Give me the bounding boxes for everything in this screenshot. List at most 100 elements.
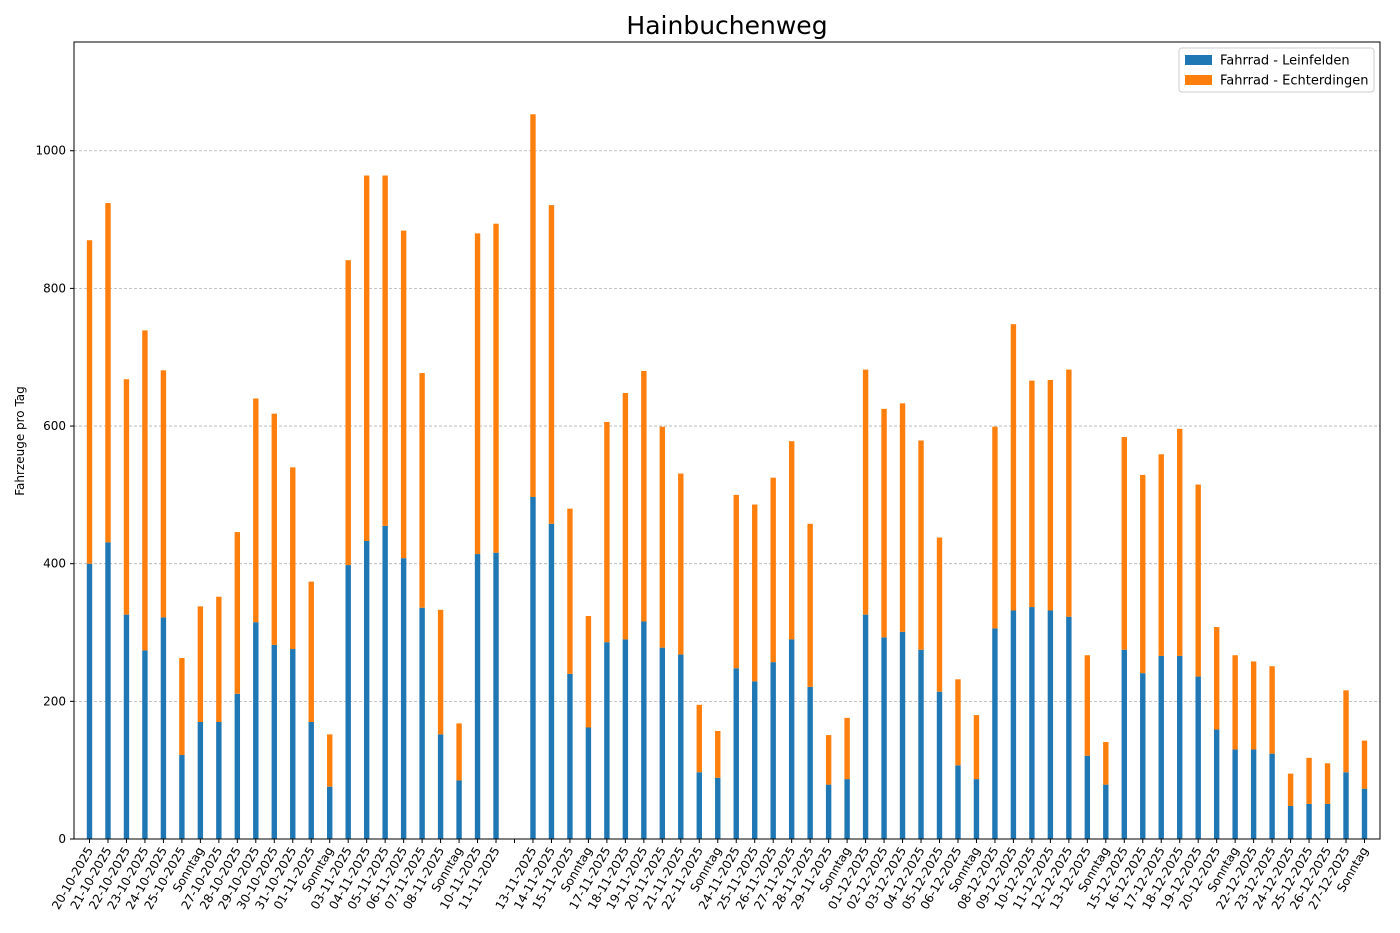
bar-leinfelden — [770, 662, 776, 839]
bar-echterdingen — [1121, 437, 1127, 650]
bar-echterdingen — [715, 730, 721, 778]
bar-echterdingen — [1066, 369, 1072, 617]
bar-leinfelden — [696, 772, 702, 839]
bar-leinfelden — [585, 727, 592, 839]
bar-echterdingen — [548, 205, 555, 524]
bar-echterdingen — [105, 203, 111, 543]
bar-echterdingen — [1177, 428, 1183, 656]
bar-leinfelden — [881, 637, 887, 839]
bar-echterdingen — [1213, 627, 1220, 730]
bar-leinfelden — [567, 673, 573, 839]
bar-leinfelden — [1213, 729, 1220, 839]
bar-leinfelden — [1121, 649, 1127, 839]
bar-echterdingen — [918, 440, 924, 650]
bar-echterdingen — [456, 723, 462, 781]
bar-leinfelden — [456, 780, 462, 839]
bar-echterdingen — [179, 657, 185, 756]
bar-leinfelden — [419, 607, 425, 839]
bar-leinfelden — [160, 617, 167, 839]
bar-leinfelden — [234, 693, 241, 839]
bar-echterdingen — [1232, 655, 1238, 750]
bar-echterdingen — [1047, 379, 1054, 611]
bar-leinfelden — [1195, 676, 1201, 839]
bar-leinfelden — [1140, 673, 1146, 839]
bar-echterdingen — [419, 373, 425, 608]
bar-echterdingen — [752, 504, 758, 682]
bar-leinfelden — [382, 525, 388, 839]
bar-echterdingen — [1195, 484, 1201, 677]
bar-echterdingen — [862, 369, 869, 615]
legend-label: Fahrrad - Echterdingen — [1220, 74, 1369, 89]
bar-leinfelden — [659, 647, 666, 839]
bar-leinfelden — [197, 721, 204, 839]
bar-leinfelden — [548, 523, 555, 839]
bar-leinfelden — [253, 622, 259, 839]
bar-echterdingen — [345, 260, 351, 566]
bar-echterdingen — [123, 379, 130, 615]
bar-leinfelden — [862, 614, 869, 839]
bar-leinfelden — [1287, 805, 1294, 839]
bar-echterdingen — [678, 473, 684, 655]
chart-title: Hainbuchenweg — [626, 11, 827, 40]
bar-echterdingen — [1158, 454, 1164, 656]
bar-leinfelden — [1269, 753, 1275, 839]
bar-leinfelden — [1324, 803, 1331, 839]
bar-leinfelden — [327, 786, 333, 839]
legend-label: Fahrrad - Leinfelden — [1220, 54, 1350, 69]
legend: Fahrrad - Leinfelden Fahrrad - Echterding… — [1178, 47, 1375, 93]
bar-leinfelden — [604, 642, 610, 839]
bar-echterdingen — [1029, 380, 1035, 608]
bar-echterdingen — [1084, 655, 1091, 756]
bar-echterdingen — [992, 426, 998, 629]
y-tick-label: 1000 — [35, 144, 66, 158]
bars — [86, 114, 1368, 839]
bar-echterdingen — [955, 679, 961, 766]
bar-echterdingen — [899, 403, 906, 632]
bar-echterdingen — [622, 393, 629, 640]
y-axis-label: Fahrzeuge pro Tag — [13, 386, 27, 496]
bar-echterdingen — [363, 175, 370, 541]
y-tick-label: 600 — [43, 419, 66, 433]
bar-echterdingen — [290, 467, 296, 650]
bar-leinfelden — [290, 649, 296, 839]
y-tick-label: 400 — [43, 557, 66, 571]
bar-leinfelden — [437, 734, 444, 839]
bar-echterdingen — [327, 734, 333, 787]
bar-leinfelden — [1250, 749, 1257, 839]
bar-echterdingen — [1103, 741, 1109, 785]
bar-echterdingen — [567, 508, 573, 674]
bar-leinfelden — [142, 650, 148, 839]
bar-echterdingen — [881, 408, 887, 638]
bar-leinfelden — [345, 565, 351, 839]
bar-leinfelden — [493, 552, 499, 839]
bar-leinfelden — [1343, 772, 1349, 839]
bar-leinfelden — [1232, 749, 1238, 839]
bar-echterdingen — [271, 413, 277, 645]
bar-leinfelden — [973, 779, 980, 839]
plot-frame — [73, 41, 1381, 840]
bar-leinfelden — [678, 654, 684, 839]
bar-leinfelden — [308, 721, 314, 839]
bar-leinfelden — [1066, 616, 1072, 839]
bar-echterdingen — [160, 370, 167, 618]
bar-leinfelden — [1103, 784, 1109, 839]
bar-leinfelden — [622, 639, 629, 839]
bar-echterdingen — [604, 421, 610, 643]
bar-echterdingen — [400, 230, 407, 559]
bar-echterdingen — [1140, 474, 1146, 674]
bar-leinfelden — [1010, 610, 1017, 839]
bar-echterdingen — [641, 370, 647, 622]
bar-leinfelden — [123, 614, 130, 839]
bar-echterdingen — [382, 175, 388, 526]
bar-leinfelden — [271, 644, 277, 839]
bar-leinfelden — [105, 542, 111, 839]
bar-leinfelden — [825, 784, 832, 839]
y-tick-label: 800 — [43, 281, 66, 295]
bar-echterdingen — [770, 477, 776, 663]
bar-echterdingen — [142, 330, 148, 651]
bar-leinfelden — [1361, 788, 1368, 839]
bar-leinfelden — [1158, 655, 1164, 839]
bar-echterdingen — [733, 494, 739, 669]
bar-echterdingen — [1010, 324, 1017, 611]
bar-leinfelden — [752, 681, 758, 839]
